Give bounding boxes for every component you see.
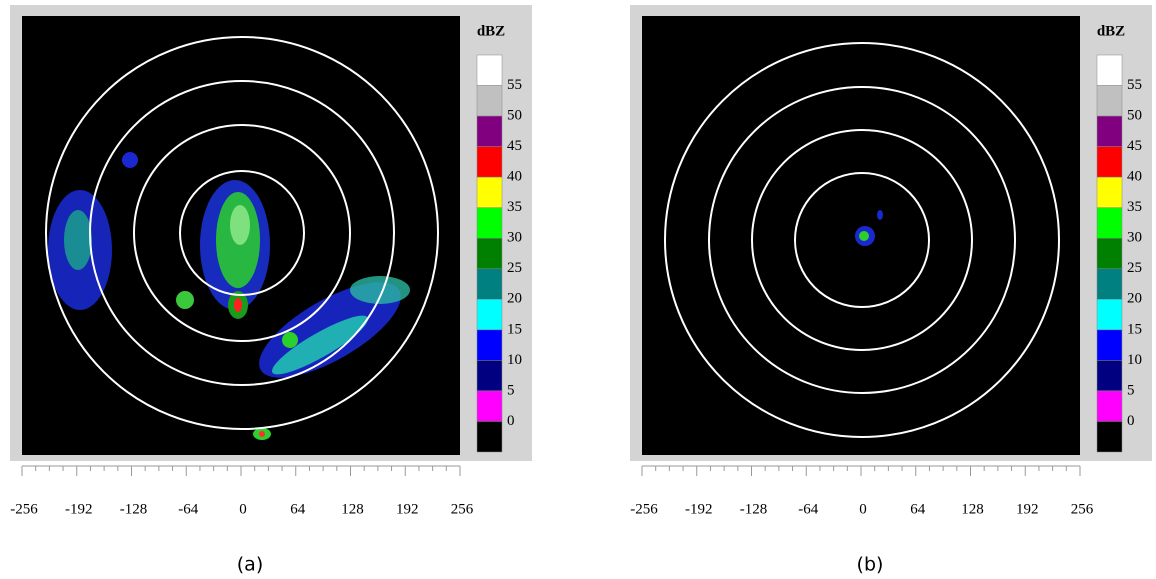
colorbar-swatch: [477, 177, 502, 208]
colorbar-label: 45: [507, 138, 522, 154]
x-tick-label: 0: [859, 501, 867, 517]
colorbar-swatch: [477, 208, 502, 239]
colorbar-label: 0: [507, 413, 515, 429]
panel-caption: (b): [857, 554, 884, 576]
colorbar-label: 5: [1127, 382, 1135, 398]
colorbar-label: 40: [507, 169, 522, 185]
colorbar-swatch: [477, 330, 502, 361]
x-tick-label: -192: [65, 501, 93, 517]
x-tick-label: -128: [120, 501, 148, 517]
x-tick-label: -256: [10, 501, 38, 517]
colorbar-swatch: [1097, 177, 1122, 208]
colorbar-swatch: [477, 86, 502, 117]
colorbar-swatch: [1097, 147, 1122, 178]
colorbar-swatch: [477, 360, 502, 391]
colorbar-label: 55: [507, 77, 522, 93]
colorbar-swatch: [477, 238, 502, 269]
colorbar-swatch: [477, 116, 502, 147]
colorbar-swatch: [1097, 116, 1122, 147]
x-tick-label: -64: [178, 501, 198, 517]
x-tick-label: 192: [1016, 501, 1039, 517]
colorbar-title: dBZ: [1097, 23, 1125, 39]
colorbar-label: 25: [507, 260, 522, 276]
colorbar-swatch: [1097, 299, 1122, 330]
colorbar-swatch: [1097, 330, 1122, 361]
colorbar-swatch: [1097, 391, 1122, 422]
colorbar-swatch: [477, 421, 502, 452]
x-tick-label: 128: [961, 501, 984, 517]
colorbar-swatch: [477, 269, 502, 300]
colorbar-label: 35: [1127, 199, 1142, 215]
colorbar-swatch: [477, 55, 502, 86]
colorbar-label: 10: [507, 352, 522, 368]
figure: dBZ5550454035302520151050-256-192-128-64…: [0, 0, 1156, 579]
colorbar-swatch: [477, 147, 502, 178]
colorbar-swatch: [1097, 55, 1122, 86]
colorbar-swatch: [1097, 238, 1122, 269]
x-tick-label: 0: [239, 501, 247, 517]
colorbar-swatch: [1097, 86, 1122, 117]
colorbar-label: 35: [507, 199, 522, 215]
x-tick-label: 256: [451, 501, 474, 517]
colorbar-label: 45: [1127, 138, 1142, 154]
colorbar-swatch: [477, 391, 502, 422]
colorbar-swatch: [1097, 208, 1122, 239]
x-tick-label: 128: [341, 501, 364, 517]
colorbar-label: 15: [1127, 321, 1142, 337]
x-tick-label: 64: [910, 501, 926, 517]
colorbar-label: 30: [507, 230, 522, 246]
x-tick-label: 64: [290, 501, 306, 517]
colorbar-label: 50: [1127, 108, 1142, 124]
colorbar-label: 15: [507, 321, 522, 337]
x-tick-label: 256: [1071, 501, 1094, 517]
colorbar-label: 50: [507, 108, 522, 124]
colorbar-swatch: [1097, 421, 1122, 452]
colorbar-label: 0: [1127, 413, 1135, 429]
x-tick-label: -192: [685, 501, 713, 517]
x-tick-label: -64: [798, 501, 818, 517]
colorbar-label: 20: [1127, 291, 1142, 307]
colorbar-swatch: [1097, 360, 1122, 391]
colorbar-label: 30: [1127, 230, 1142, 246]
colorbar-label: 40: [1127, 169, 1142, 185]
colorbar-swatch: [1097, 269, 1122, 300]
panel-caption: (a): [237, 554, 263, 576]
colorbar-label: 10: [1127, 352, 1142, 368]
colorbar-swatch: [477, 299, 502, 330]
x-tick-label: 192: [396, 501, 419, 517]
colorbar-label: 55: [1127, 77, 1142, 93]
colorbar-label: 5: [507, 382, 515, 398]
colorbar-title: dBZ: [477, 23, 505, 39]
x-tick-label: -256: [630, 501, 658, 517]
colorbar-label: 20: [507, 291, 522, 307]
x-tick-label: -128: [740, 501, 768, 517]
colorbar-label: 25: [1127, 260, 1142, 276]
